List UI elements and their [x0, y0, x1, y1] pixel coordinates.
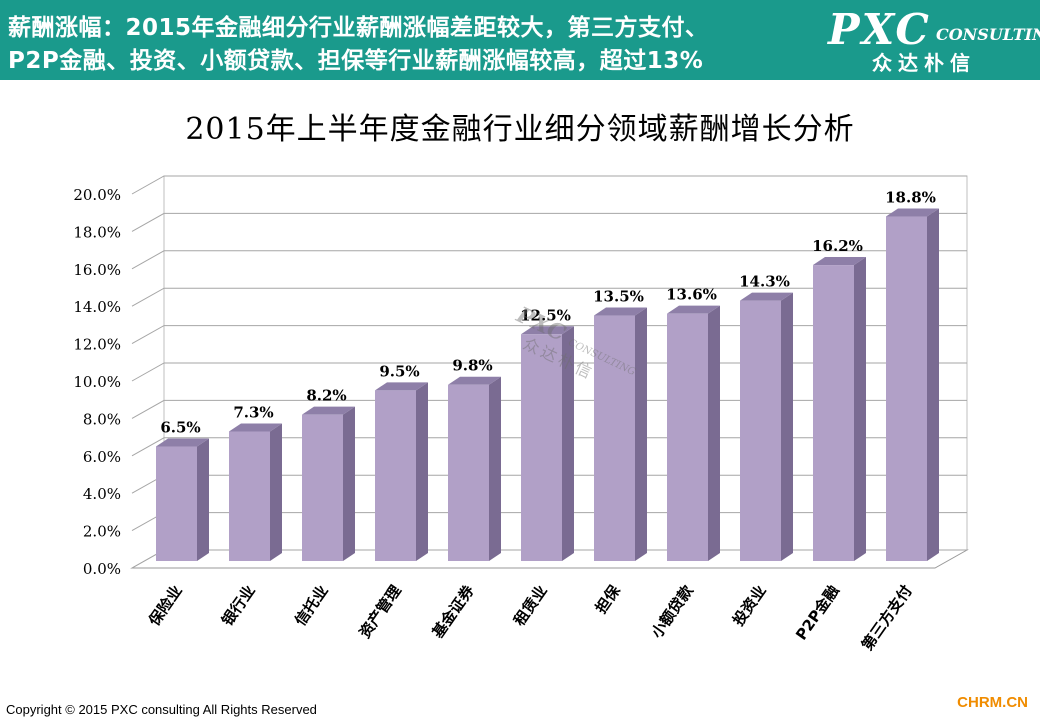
x-tick-label: 租赁业 — [510, 582, 551, 629]
bar-top — [813, 257, 866, 266]
bar-top — [521, 326, 574, 335]
chart-title: 2015年上半年度金融行业细分领域薪酬增长分析 — [185, 112, 855, 147]
bar-value-label: 16.2% — [812, 237, 863, 255]
y-tick-label: 8.0% — [83, 410, 121, 428]
y-tick-label: 14.0% — [73, 298, 121, 316]
x-tick-label: 资产管理 — [356, 582, 405, 641]
x-tick-label: 信托业 — [291, 582, 332, 629]
bar-top — [886, 208, 939, 217]
gridline — [131, 287, 967, 307]
source-text: CHRM.CN — [957, 694, 1028, 711]
gridline — [131, 250, 967, 270]
header-line-2: P2P金融、投资、小额贷款、担保等行业薪酬涨幅较高，超过13% — [8, 48, 704, 74]
bar-side — [635, 307, 647, 561]
header-line-1: 薪酬涨幅：2015年金融细分行业薪酬涨幅差距较大，第三方支付、 — [8, 15, 709, 41]
pxc-logo: PXC CONSULTING 众达朴信 — [824, 5, 1040, 75]
bar-value-label: 13.5% — [593, 288, 644, 306]
x-tick-label: 基金证券 — [428, 581, 478, 642]
bar-value-label: 7.3% — [233, 403, 273, 421]
bar-top — [667, 305, 720, 314]
bar-top — [594, 307, 647, 316]
bar — [813, 265, 854, 561]
bar-side — [197, 438, 209, 561]
bar-top — [448, 376, 501, 385]
logo-main-text: PXC — [828, 5, 931, 54]
bar-value-label: 9.8% — [452, 357, 492, 375]
logo-chinese-text: 众达朴信 — [872, 51, 976, 75]
gridline — [131, 212, 967, 232]
x-tick-label: 担保 — [592, 581, 625, 617]
bar-top — [229, 423, 282, 432]
bar — [521, 334, 562, 561]
y-tick-label: 18.0% — [73, 223, 121, 241]
bar — [448, 384, 489, 561]
y-tick-label: 20.0% — [73, 186, 121, 204]
bar — [886, 216, 927, 561]
bar — [375, 390, 416, 561]
bar-side — [416, 382, 428, 561]
x-tick-label: 投资业 — [729, 582, 770, 629]
bar-value-label: 13.6% — [666, 286, 717, 304]
bar-side — [270, 423, 282, 561]
bar — [667, 313, 708, 561]
bar-side — [854, 257, 866, 561]
bar — [740, 300, 781, 561]
bar-top — [375, 382, 428, 391]
copyright-text: Copyright © 2015 PXC consulting All Righ… — [6, 702, 317, 717]
bar-side — [562, 326, 574, 561]
y-tick-label: 10.0% — [73, 373, 121, 391]
x-tick-label: P2P金融 — [792, 582, 843, 643]
bar-side — [343, 406, 355, 561]
bar — [594, 315, 635, 561]
bar-side — [927, 208, 939, 561]
bar-value-label: 6.5% — [160, 418, 200, 436]
bar — [156, 446, 197, 561]
y-tick-label: 2.0% — [83, 523, 121, 541]
bar-top — [302, 406, 355, 415]
bar-value-label: 18.8% — [885, 188, 936, 206]
bar-value-label: 14.3% — [739, 273, 790, 291]
bar-side — [708, 305, 720, 561]
x-tick-label: 第三方支付 — [858, 582, 916, 654]
bar — [302, 414, 343, 561]
bar-value-label: 12.5% — [520, 306, 571, 324]
bar — [229, 431, 270, 561]
bar-value-label: 9.5% — [379, 362, 419, 380]
header-banner: 薪酬涨幅：2015年金融细分行业薪酬涨幅差距较大，第三方支付、 P2P金融、投资… — [0, 0, 1040, 80]
y-tick-label: 12.0% — [73, 336, 121, 354]
bar-top — [740, 292, 793, 301]
y-tick-label: 6.0% — [83, 448, 121, 466]
y-tick-label: 16.0% — [73, 261, 121, 279]
y-tick-label: 4.0% — [83, 485, 121, 503]
x-tick-label: 保险业 — [145, 582, 186, 630]
x-tick-label: 小额贷款 — [648, 581, 698, 641]
bar-side — [489, 376, 501, 561]
bar-top — [156, 438, 209, 447]
gridline — [131, 175, 967, 195]
bar-value-label: 8.2% — [306, 387, 346, 405]
bar-side — [781, 292, 793, 561]
x-tick-label: 银行业 — [218, 582, 259, 629]
y-tick-label: 0.0% — [83, 560, 121, 578]
logo-sub-text: CONSULTING — [936, 25, 1040, 44]
